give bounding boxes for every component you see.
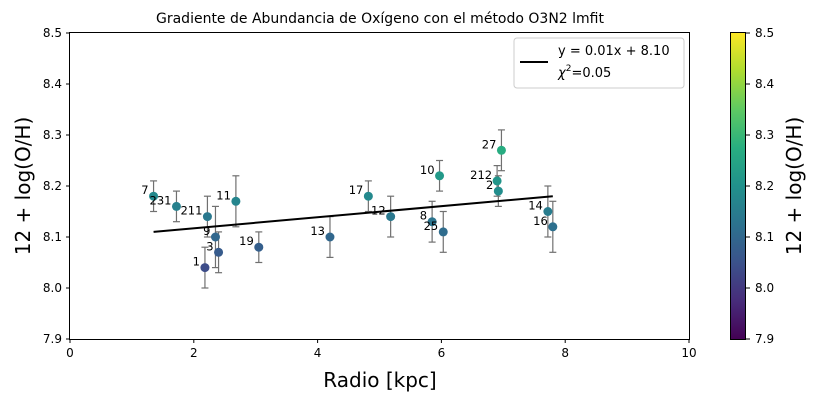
point-label: 17 [349, 183, 364, 197]
x-axis-label: Radio [kpc] [323, 368, 436, 392]
legend: y = 0.01x + 8.10 χ2=0.05 [513, 37, 685, 89]
y-tick-label: 8.2 [43, 179, 62, 193]
data-point [363, 191, 373, 201]
y-axis-ticks: 7.9 8.0 8.1 8.2 8.3 8.4 8.5 [43, 26, 70, 346]
colorbar-tick-label: 7.9 [755, 332, 774, 346]
y-tick-label: 7.9 [43, 332, 62, 346]
data-point [548, 222, 558, 232]
x-tick-label: 2 [190, 346, 198, 360]
colorbar-label: 12 + log(O/H) [782, 117, 806, 256]
point-label: 13 [310, 224, 325, 238]
point-label: 8 [420, 209, 427, 223]
colorbar [730, 32, 746, 340]
data-point [214, 247, 224, 257]
colorbar-tick-label: 8.2 [755, 179, 774, 193]
y-tick-label: 8.1 [43, 230, 62, 244]
legend-equation: y = 0.01x + 8.10 [558, 44, 670, 59]
point-label: 10 [420, 163, 435, 177]
x-axis-ticks: 0 2 4 6 8 10 [66, 339, 697, 360]
data-point [435, 171, 445, 181]
y-tick-label: 8.3 [43, 128, 62, 142]
y-tick-label: 8.5 [43, 26, 62, 40]
colorbar-tick-label: 8.0 [755, 281, 774, 295]
point-label: 25 [424, 219, 439, 233]
y-tick-label: 8.4 [43, 77, 62, 91]
x-tick-label: 4 [314, 346, 322, 360]
colorbar-tick-label: 8.5 [755, 26, 774, 40]
x-tick-label: 0 [66, 346, 74, 360]
legend-chi-sup: 2 [566, 64, 572, 74]
point-label: 14 [528, 199, 543, 213]
data-point [543, 207, 553, 216]
data-point [496, 145, 506, 155]
data-point [325, 232, 335, 242]
data-point [427, 217, 437, 227]
colorbar-tick-label: 8.3 [755, 128, 774, 142]
x-tick-label: 10 [681, 346, 696, 360]
data-point [210, 232, 220, 242]
colorbar-ticks: 7.9 8.0 8.1 8.2 8.3 8.4 8.5 [746, 26, 774, 346]
point-label: 1 [193, 255, 200, 269]
point-label: 3 [206, 239, 213, 253]
colorbar-tick-label: 8.4 [755, 77, 774, 91]
point-label: 211 [180, 204, 202, 218]
data-point [171, 201, 181, 211]
x-tick-label: 6 [438, 346, 446, 360]
data-point [200, 263, 210, 273]
fit-line [153, 195, 553, 233]
data-point [254, 242, 264, 252]
point-label: 16 [533, 214, 548, 228]
data-point [149, 191, 159, 201]
point-label: 11 [216, 188, 231, 202]
point-label: 27 [482, 137, 497, 151]
legend-chi-value: =0.05 [571, 66, 611, 81]
data-point [231, 196, 241, 206]
point-label: 212 [470, 168, 492, 182]
data-point [202, 212, 212, 222]
colorbar-tick-label: 8.1 [755, 230, 774, 244]
point-label: 9 [203, 224, 210, 238]
chart-title: Gradiente de Abundancia de Oxígeno con e… [156, 11, 604, 27]
x-tick-label: 8 [561, 346, 569, 360]
legend-box [513, 37, 685, 89]
data-point [386, 212, 396, 222]
point-label: 2 [486, 178, 493, 192]
point-label: 19 [239, 234, 254, 248]
data-point [493, 186, 503, 196]
point-label: 7 [141, 183, 148, 197]
point-label: 231 [150, 193, 172, 207]
y-axis-label: 12 + log(O/H) [11, 117, 35, 256]
data-point [492, 176, 502, 186]
legend-chi-symbol: χ [557, 66, 567, 81]
point-label: 12 [371, 204, 386, 218]
data-point [438, 227, 448, 237]
y-tick-label: 8.0 [43, 281, 62, 295]
legend-chi2: χ2=0.05 [557, 64, 611, 81]
